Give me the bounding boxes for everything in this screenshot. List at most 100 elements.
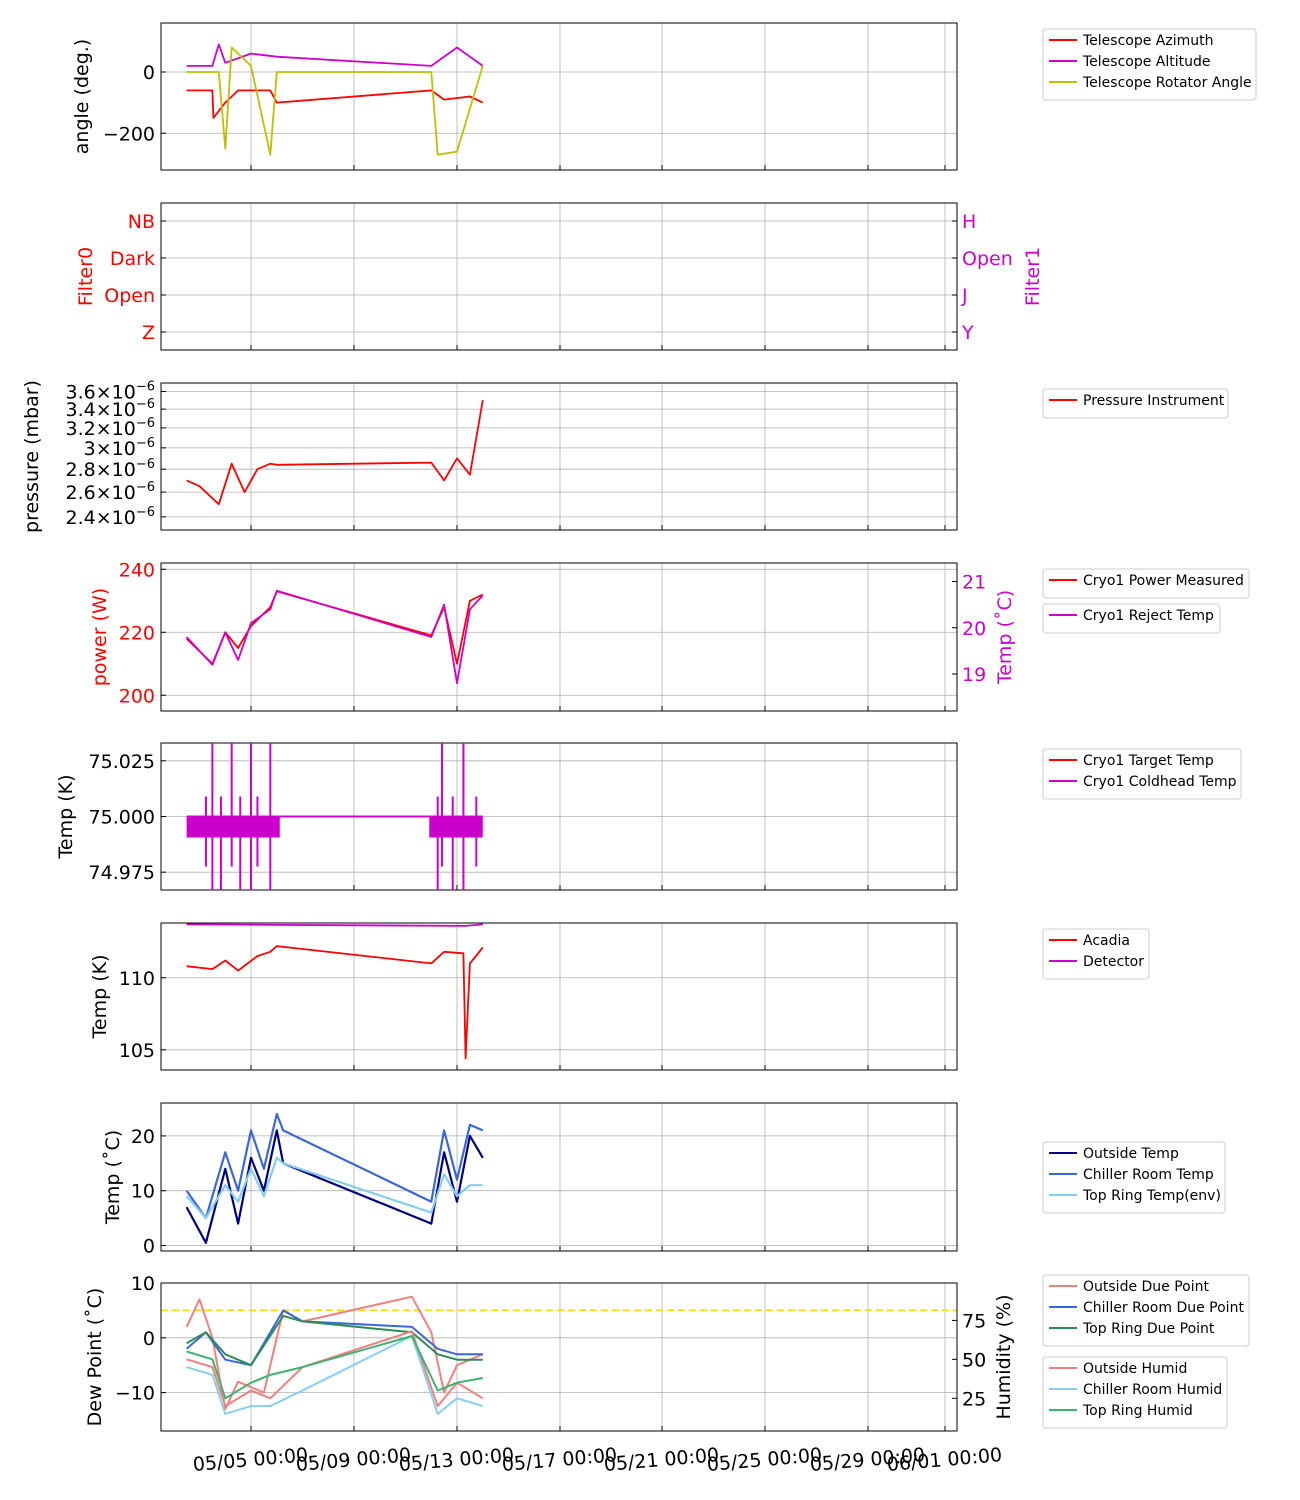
y-axis-label: pressure (mbar) [21,380,43,533]
plot-frame [160,922,958,1071]
y-axis-label: Temp (K) [55,775,77,860]
legend-entry: Chiller Room Temp [1083,1167,1214,1183]
y-tick-label: 74.975 [89,862,155,884]
legend [1042,1141,1226,1214]
x-tick-label: 05/25 00:00 [706,1444,823,1476]
legend [1042,568,1250,599]
y-tick-label: 3.2×10−6 [66,416,156,440]
series-chiller-room-due-point [185,1309,483,1367]
y-tick-label-right: H [962,211,976,233]
y-tick-label: 20 [131,1126,155,1148]
x-tick-label: 05/17 00:00 [501,1444,618,1476]
y-tick-label: 2.4×10−6 [66,505,156,529]
y-tick-label: 10 [131,1181,155,1203]
plot-frame [160,382,958,531]
series-cryo1-power-measured [185,590,484,665]
series-chiller-room-temp [185,1112,484,1220]
x-tick-label: 05/13 00:00 [398,1444,515,1476]
plot-frame [160,22,958,171]
y-tick-label: 75.025 [89,751,155,773]
y-tick-label-right: 25 [962,1388,986,1410]
plot-area [185,589,484,685]
plot-area [185,1295,484,1415]
legend [1042,28,1257,101]
legend [1042,388,1229,419]
series-pressure-instrument [186,400,484,506]
y-tick-label-right: J [961,285,968,307]
y-tick-label: 10 [131,1273,155,1295]
y-axis-label-left: power (W) [89,588,111,686]
y-tick-label: 220 [119,622,155,644]
y-tick-label-right: 21 [962,572,986,594]
y-tick-label: Dark [110,248,155,270]
legend-entry: Cryo1 Reject Temp [1083,608,1214,624]
coldhead-noise-band [186,816,280,838]
legend-entry: Pressure Instrument [1083,393,1225,409]
y-tick-label: 0 [143,1236,155,1258]
panel-acadia: 105 110 Temp (K) Acadia Detector [89,922,1150,1071]
plot-frame [160,1282,958,1432]
series-telescope-altitude [186,43,484,67]
plot-area [185,1112,484,1244]
x-tick-label: 05/05 00:00 [192,1444,309,1476]
y-tick-label: 3.4×10−6 [66,397,156,421]
y-tick-label: 240 [119,559,155,581]
plot-frame [160,742,958,891]
series-chiller-room-humid [186,1335,484,1415]
legend [1042,928,1150,980]
legend-entry: Outside Temp [1083,1146,1179,1162]
legend-entry: Telescope Altitude [1082,54,1211,70]
series-top-ring-due-point [186,1314,483,1367]
series-telescope-rotator-angle [186,46,484,156]
legend [1042,1356,1228,1429]
y-tick-label-right: 50 [962,1349,986,1371]
legend-entry: Acadia [1083,933,1130,949]
plot-frame [160,562,958,712]
plot-area [186,743,483,890]
y-axis-label: Temp (K) [89,955,111,1040]
legend-entry: Outside Due Point [1083,1279,1210,1295]
y-axis-label: angle (deg.) [71,39,93,154]
legend-entry: Telescope Azimuth [1082,33,1213,49]
legend-entry: Chiller Room Humid [1083,1382,1222,1398]
y-tick-label-right: Open [962,248,1013,270]
y-tick-label: 0 [143,62,155,84]
plot-area [186,923,484,1060]
legend [1042,748,1242,800]
y-axis-label-right: Filter1 [1022,247,1044,306]
series-acadia [186,945,484,1060]
panel-pressure: 2.4×10−62.6×10−62.8×10−63×10−63.2×10−63.… [21,379,1229,533]
y-tick-label: 75.000 [89,807,155,829]
series-cryo1-reject-temp [185,589,484,685]
y-tick-label: NB [128,211,155,233]
panel-cryo-power: 200 220 240 19 20 21 power (W) Temp (˚C) Cryo1 P… [89,559,1250,712]
y-tick-label: 0 [143,1328,155,1350]
y-tick-label: 3.6×10−6 [66,379,156,403]
y-axis-label-right: Temp (˚C) [994,590,1016,685]
plot-area [186,43,484,156]
legend-entry: Cryo1 Target Temp [1083,753,1214,769]
plot-frame [160,202,958,351]
y-tick-label: 3×10−6 [84,436,155,460]
series-outside-temp [185,1129,484,1244]
series-top-ring-humid [186,1335,483,1400]
y-tick-label: −200 [103,123,155,145]
y-tick-label: −10 [115,1383,155,1405]
legend-entry: Top Ring Humid [1082,1403,1193,1419]
y-tick-label: 110 [119,968,155,990]
panel-env-temp: 0 10 20 Temp (˚C) Outside Temp Chiller Room T… [102,1102,1226,1258]
y-axis-label: Temp (˚C) [102,1130,124,1225]
legend-entry: Chiller Room Due Point [1083,1300,1244,1316]
plot-frame [160,1102,958,1252]
y-tick-label: Open [104,285,155,307]
y-tick-label-right: 19 [962,664,986,686]
y-tick-label: 200 [119,685,155,707]
y-tick-label: Z [142,322,155,344]
y-tick-label: 105 [119,1040,155,1062]
legend-entry: Cryo1 Power Measured [1083,573,1244,589]
legend-entry: Top Ring Temp(env) [1082,1188,1221,1204]
legend-entry: Telescope Rotator Angle [1082,75,1252,91]
panel-filters: Z Y Open J Dark Open NB H Filter0 Filter1 [75,202,1044,351]
plot-area [186,400,484,506]
